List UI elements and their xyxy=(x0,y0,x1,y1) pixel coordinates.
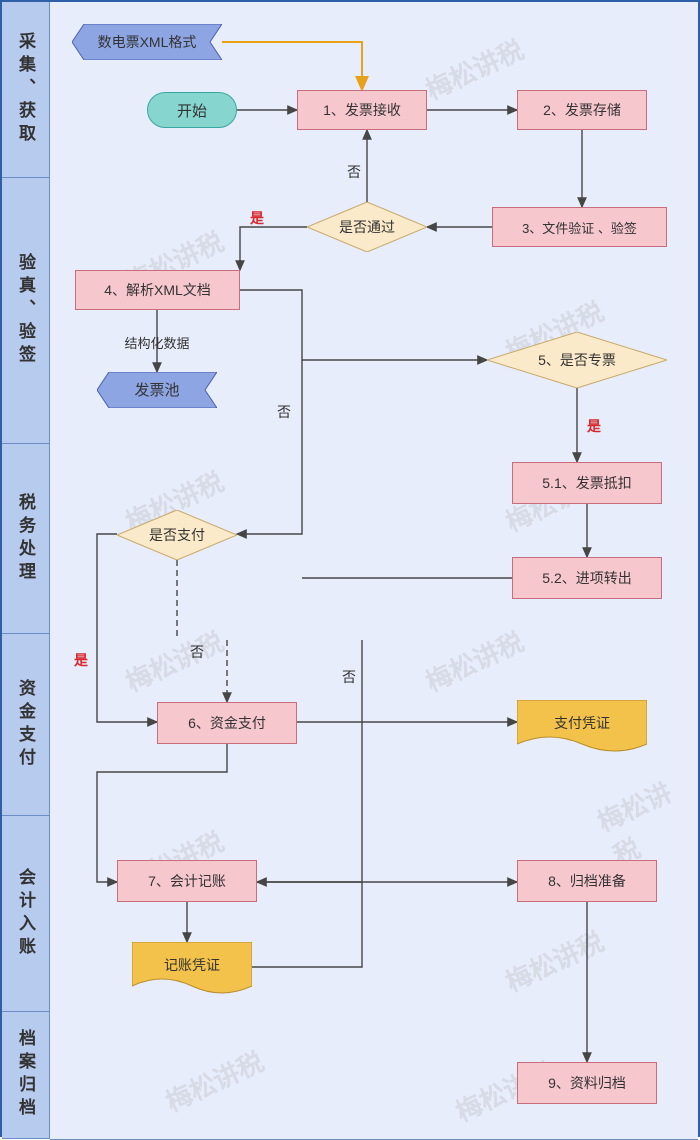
node-n_pool: 发票池 xyxy=(97,372,217,408)
node-n1: 1、发票接收 xyxy=(297,90,427,130)
node-n_start: 开始 xyxy=(147,92,237,128)
lane-label: 资金支付 xyxy=(2,634,50,816)
node-n4: 4、解析XML文档 xyxy=(75,270,240,310)
svg-text:记账凭证: 记账凭证 xyxy=(164,957,220,973)
edge-label: 否 xyxy=(190,642,204,662)
svg-text:发票池: 发票池 xyxy=(134,382,179,399)
node-d_special: 5、是否专票 xyxy=(487,332,667,388)
svg-text:数电票XML格式: 数电票XML格式 xyxy=(98,34,197,50)
node-d_pay: 是否支付 xyxy=(117,510,237,560)
node-n8: 8、归档准备 xyxy=(517,860,657,902)
lane-label: 会计入账 xyxy=(2,816,50,1012)
lane-label: 税务处理 xyxy=(2,444,50,634)
node-n7: 7、会计记账 xyxy=(117,860,257,902)
node-n6: 6、资金支付 xyxy=(157,702,297,744)
edge-label: 是 xyxy=(74,650,88,670)
node-n_doc2: 记账凭证 xyxy=(132,942,252,1000)
node-n52: 5.2、进项转出 xyxy=(512,557,662,599)
svg-text:是否支付: 是否支付 xyxy=(149,527,205,543)
svg-text:5、是否专票: 5、是否专票 xyxy=(538,352,616,368)
edge-label: 否 xyxy=(347,162,361,182)
lane-label: 验真、验签 xyxy=(2,178,50,444)
node-d_pass: 是否通过 xyxy=(307,202,427,252)
label-l_struct: 结构化数据 xyxy=(107,332,207,352)
node-n9: 9、资料归档 xyxy=(517,1062,657,1104)
edge-label: 否 xyxy=(342,667,356,687)
edge-label: 是 xyxy=(587,416,601,436)
lane-label: 档案归档 xyxy=(2,1012,50,1139)
edge-label: 是 xyxy=(250,208,264,228)
svg-text:支付凭证: 支付凭证 xyxy=(554,715,610,731)
node-n3: 3、文件验证 、验签 xyxy=(492,207,667,247)
node-n_doc1: 支付凭证 xyxy=(517,700,647,758)
edge-label: 否 xyxy=(277,402,291,422)
flowchart-canvas: 采集、获取验真、验签税务处理资金支付会计入账档案归档梅松讲税梅松讲税梅松讲税梅松… xyxy=(0,0,700,1137)
lane-label: 采集、获取 xyxy=(2,2,50,178)
node-n_xml: 数电票XML格式 xyxy=(72,24,222,60)
node-n2: 2、发票存储 xyxy=(517,90,647,130)
svg-text:是否通过: 是否通过 xyxy=(339,219,395,235)
node-n51: 5.1、发票抵扣 xyxy=(512,462,662,504)
